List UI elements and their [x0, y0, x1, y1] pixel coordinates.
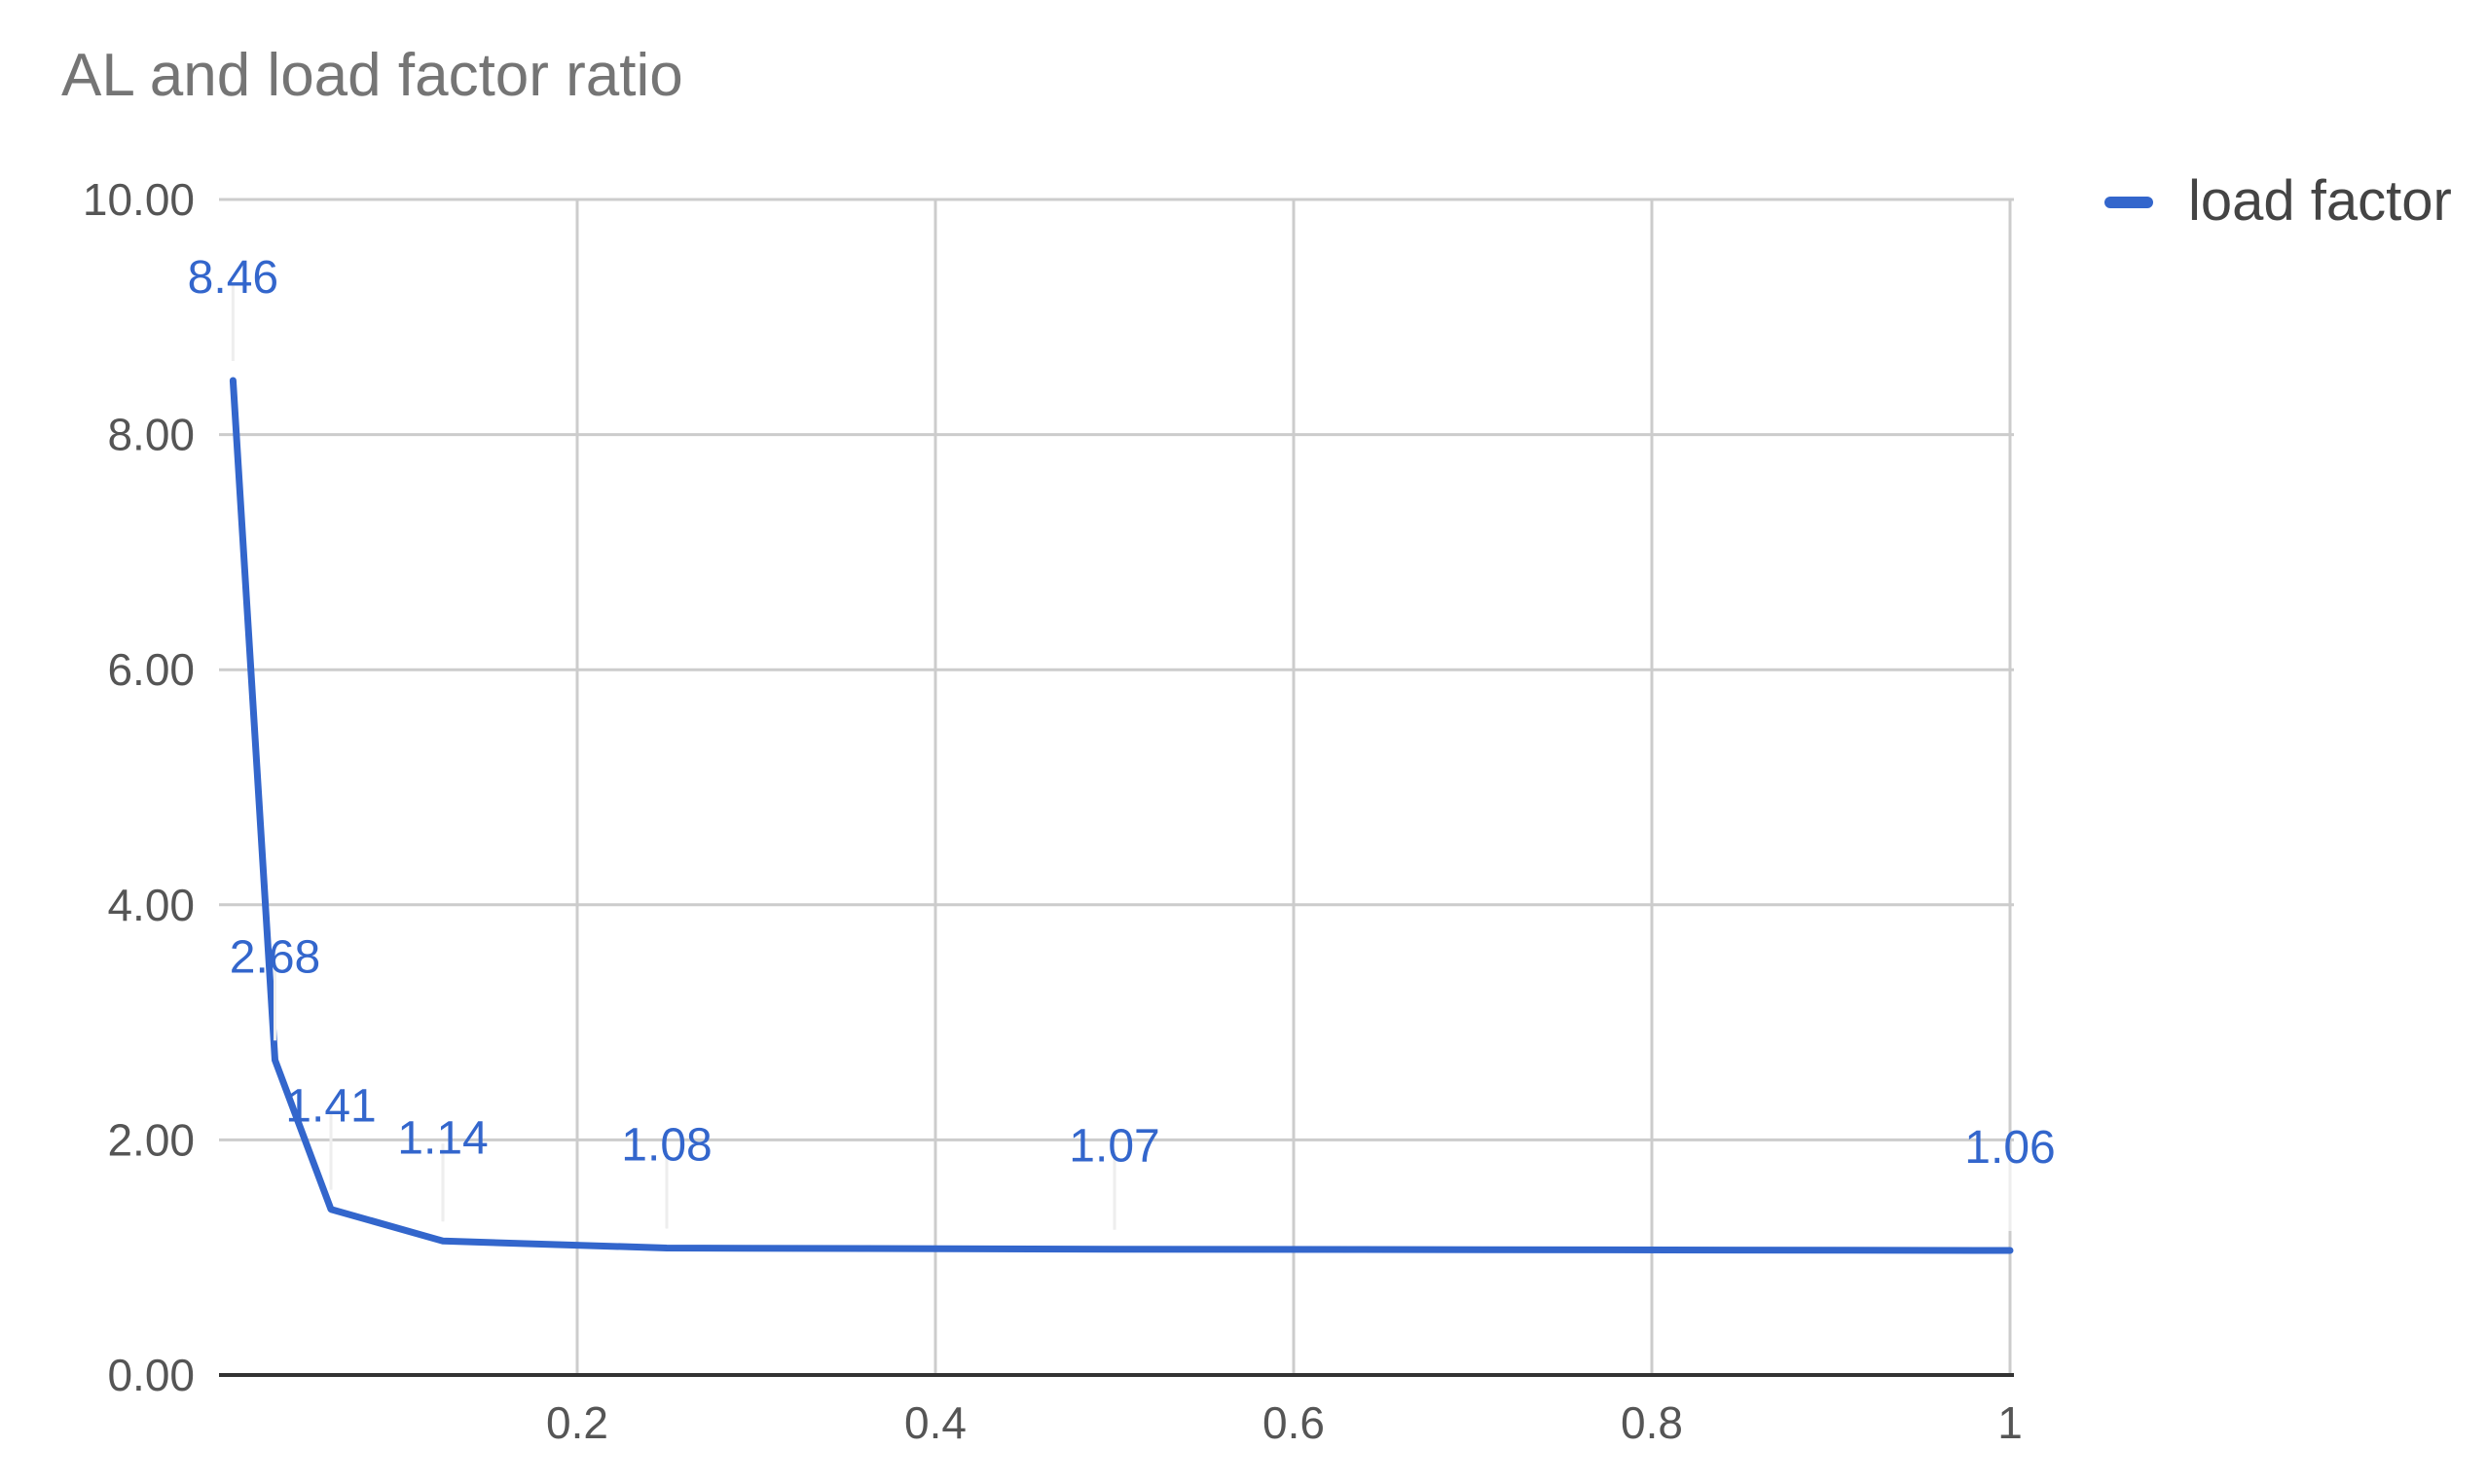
data-label: 8.46	[188, 252, 278, 304]
data-point[interactable]	[440, 1238, 446, 1245]
x-tick-label: 1	[1997, 1397, 2023, 1448]
y-tick-label: 0.00	[107, 1350, 195, 1400]
x-tick-label: 0.2	[546, 1397, 608, 1448]
data-point[interactable]	[328, 1206, 334, 1213]
axes: 0.00 2.00 4.00 6.00 8.00 10.00 0.2 0.4 0.6 0.8 1	[83, 174, 2023, 1448]
data-point[interactable]	[230, 378, 237, 384]
legend-label: load factor	[2188, 169, 2452, 233]
legend[interactable]: load factor	[2104, 169, 2452, 233]
x-tick-label: 0.6	[1262, 1397, 1325, 1448]
y-tick-label: 6.00	[107, 644, 195, 695]
data-label: 1.07	[1069, 1121, 1159, 1173]
y-tick-label: 10.00	[83, 174, 195, 225]
data-point[interactable]	[1112, 1246, 1117, 1252]
data-labels: 8.46 2.68 1.41 1.14 1.08 1.07 1.06	[188, 252, 2056, 1231]
data-label: 1.08	[621, 1120, 712, 1172]
data-point[interactable]	[272, 1057, 278, 1064]
y-tick-label: 2.00	[107, 1114, 195, 1165]
chart-title: AL and load factor ratio	[61, 42, 683, 109]
y-tick-label: 4.00	[107, 880, 195, 930]
gridlines	[219, 198, 2014, 1375]
y-tick-label: 8.00	[107, 410, 195, 460]
data-label: 1.14	[397, 1112, 488, 1164]
x-tick-label: 0.4	[904, 1397, 967, 1448]
data-label: 2.68	[230, 931, 320, 983]
series-layer	[229, 377, 2014, 1254]
data-point[interactable]	[2007, 1247, 2013, 1253]
data-label: 1.06	[1964, 1122, 2055, 1174]
x-tick-label: 0.8	[1621, 1397, 1683, 1448]
data-point[interactable]	[664, 1245, 670, 1251]
data-label: 1.41	[285, 1081, 376, 1133]
